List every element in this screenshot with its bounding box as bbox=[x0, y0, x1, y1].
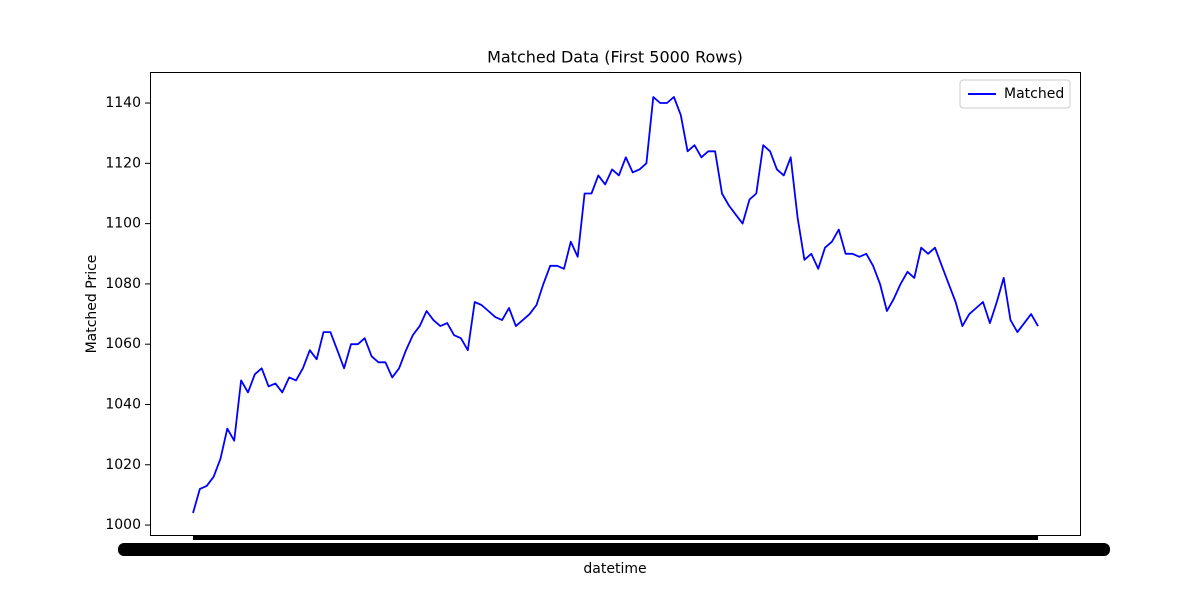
y-tick-label: 1100 bbox=[105, 216, 141, 232]
chart-title: Matched Data (First 5000 Rows) bbox=[487, 48, 743, 67]
y-tick-label: 1140 bbox=[105, 95, 141, 111]
y-tick-label: 1000 bbox=[105, 517, 141, 533]
x-axis-label: datetime bbox=[583, 561, 646, 577]
plot-frame bbox=[150, 72, 1081, 536]
y-tick-label: 1020 bbox=[105, 457, 141, 473]
y-tick-label: 1060 bbox=[105, 336, 141, 352]
x-tick-label-blob bbox=[118, 543, 1110, 556]
y-tick-label: 1080 bbox=[105, 276, 141, 292]
legend-box bbox=[959, 79, 1071, 109]
data-line bbox=[192, 96, 1039, 514]
legend-label: Matched bbox=[1004, 86, 1064, 102]
y-tick-label: 1120 bbox=[105, 155, 141, 171]
y-axis-label: Matched Price bbox=[84, 255, 100, 354]
y-tick-label: 1040 bbox=[105, 396, 141, 412]
x-tick-band bbox=[193, 535, 1038, 540]
